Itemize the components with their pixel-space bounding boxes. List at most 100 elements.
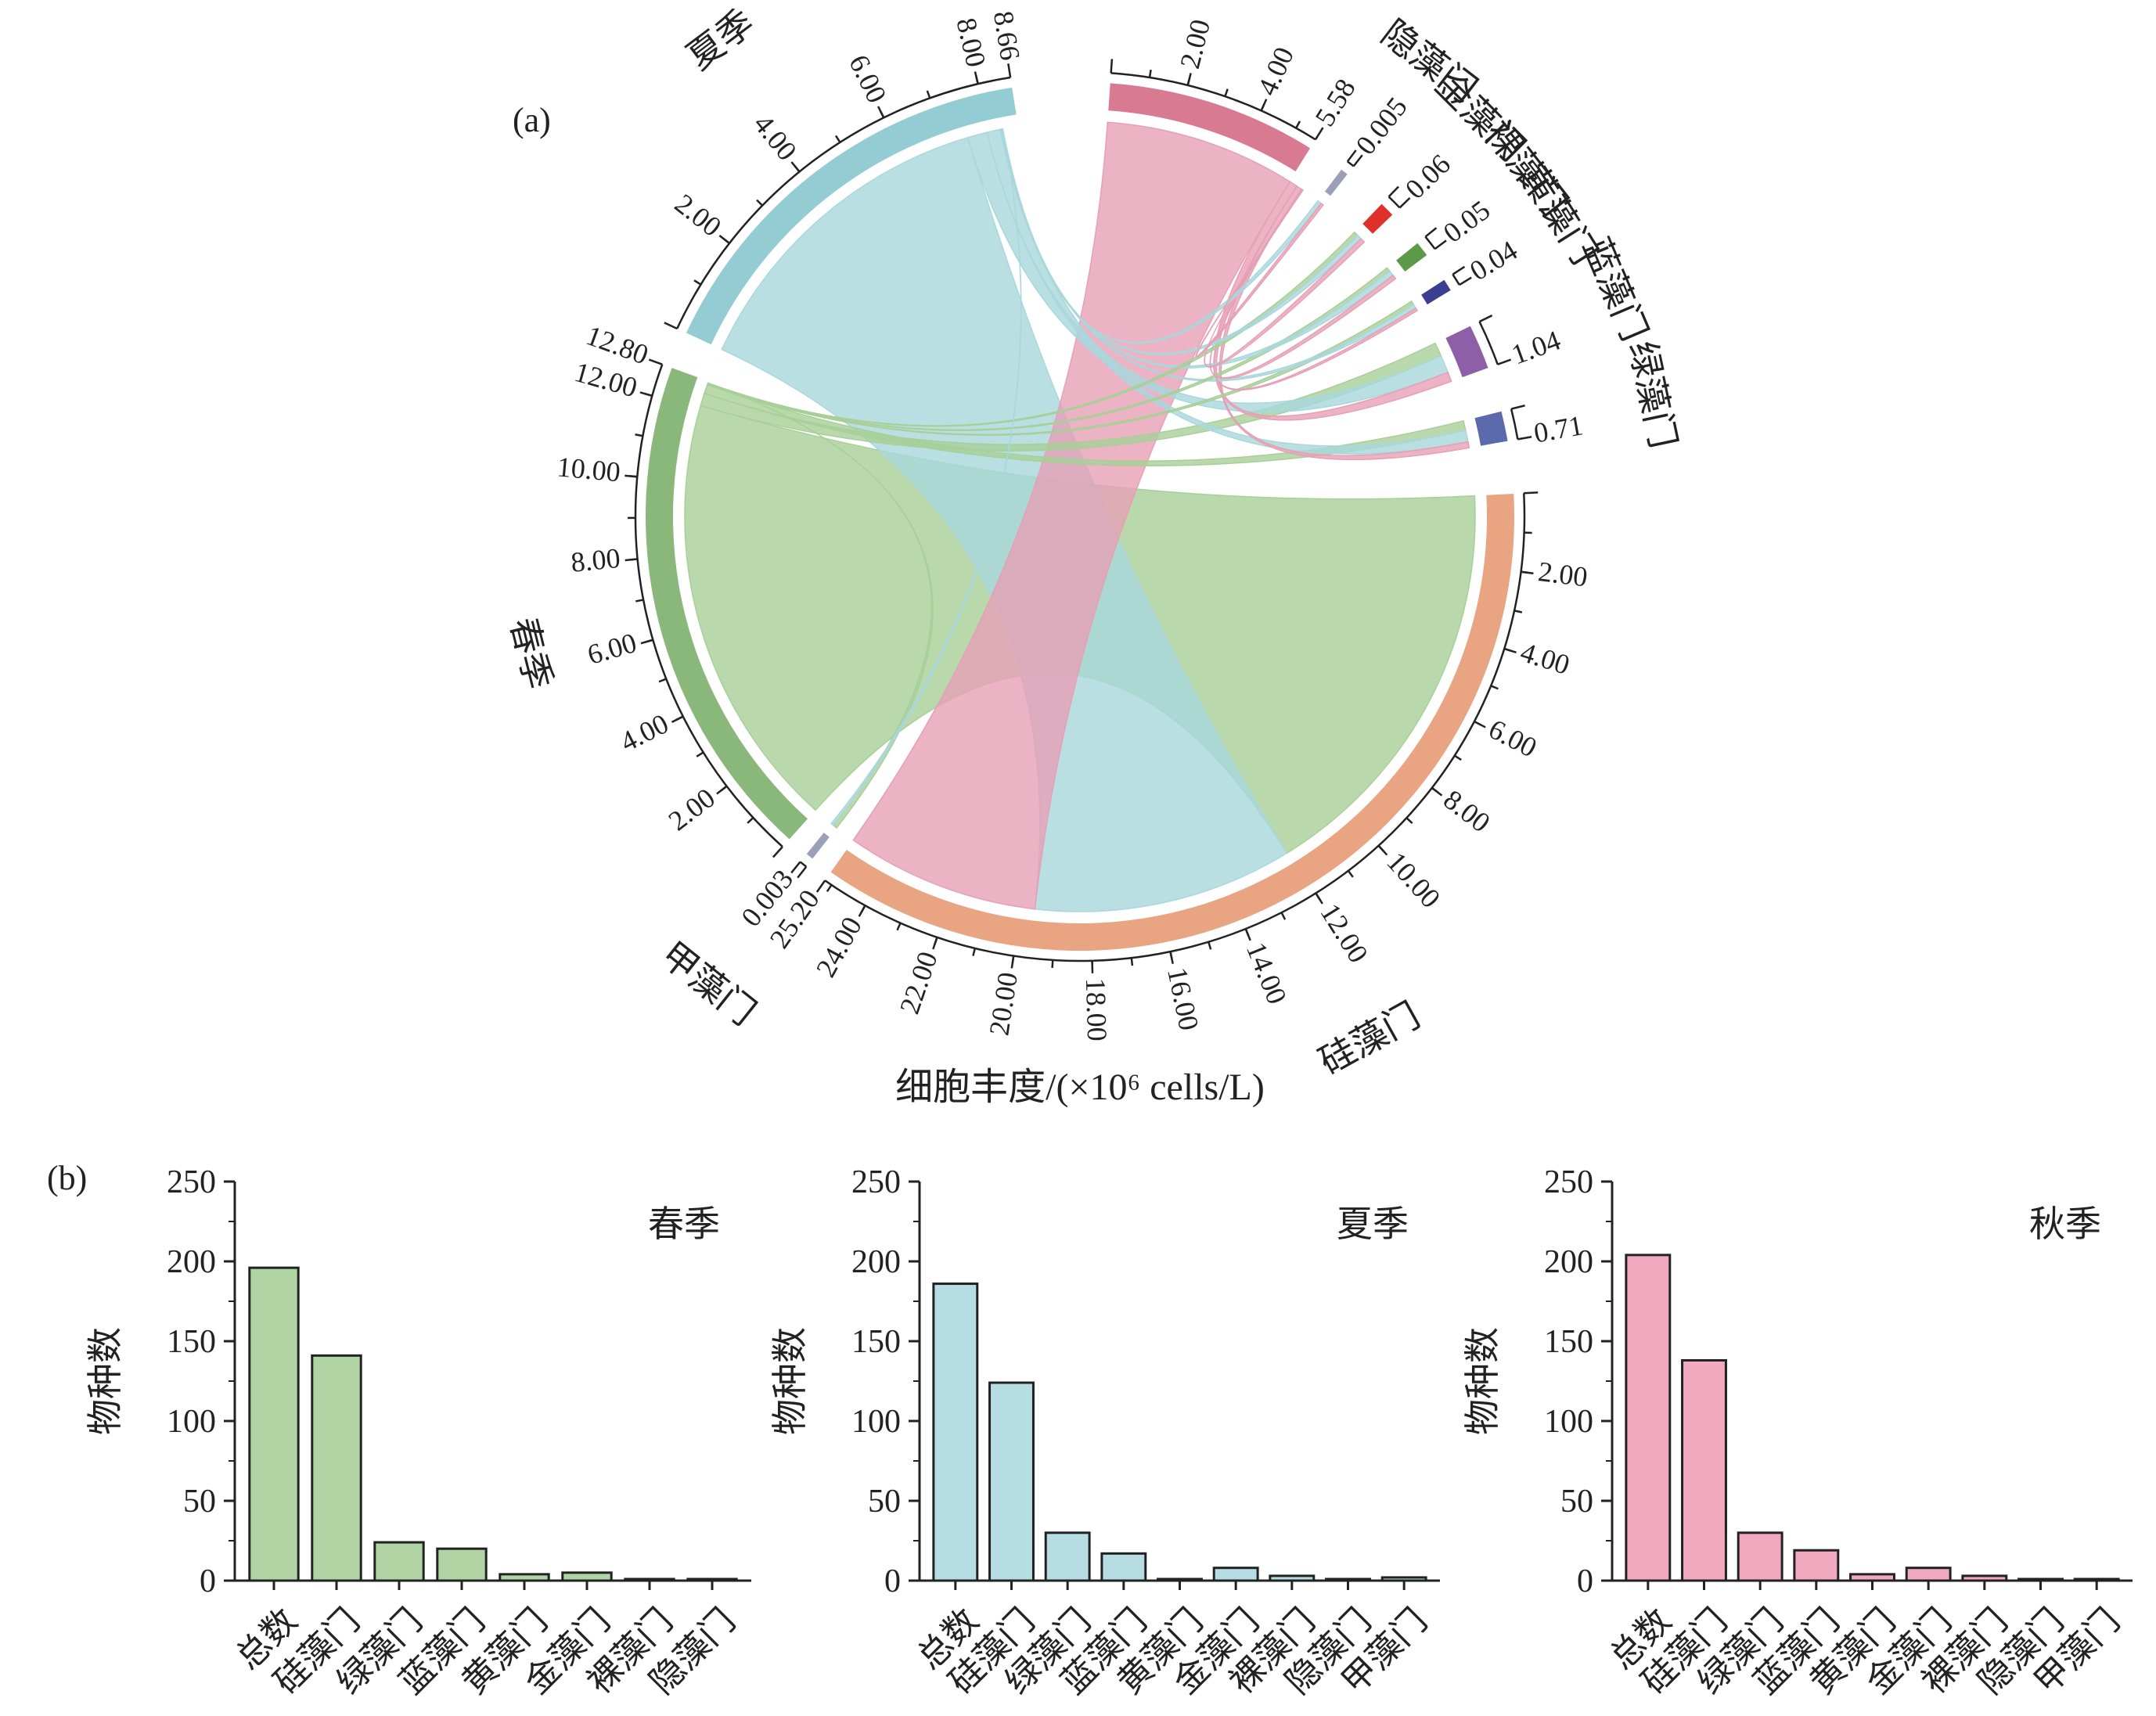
scale-tick [624,558,638,562]
bar [988,1381,1035,1582]
bar [1325,1577,1371,1582]
scale-tick [1007,63,1012,78]
bar [561,1571,613,1582]
scale-tick [1406,817,1413,825]
scale-tick [1510,405,1525,410]
panel-title: 秋季 [2029,1204,2101,1244]
scale-tick [1503,647,1517,654]
scale-tick [1280,912,1287,920]
tick-label: 8.00 [1438,783,1496,838]
y-tick-label: 0 [200,1563,216,1599]
chord-link [707,382,934,829]
scale-tick [1110,59,1114,74]
bar [1681,1358,1727,1582]
scale-tick [1434,239,1447,250]
bar [1961,1574,2008,1582]
scale-tick [1244,928,1251,941]
ring-segment [1474,411,1508,446]
scale-tick [1347,870,1354,878]
scale-tick [1224,88,1229,97]
tick-label: 6.00 [584,627,640,671]
tick-label: 6.00 [843,50,893,108]
scale-tick [639,391,653,398]
scale-tick [671,715,684,723]
y-axis-label: 物种数 [770,1327,810,1435]
scale-tick [716,785,728,795]
bar [1269,1574,1316,1582]
scale-tick [693,279,702,286]
bar [1100,1552,1147,1582]
ring-segment [1108,83,1311,172]
group-name: 绿藻门 [1621,338,1683,452]
chord-link [704,383,1467,466]
scale-tick [635,599,644,603]
end-value-label: 0.06 [1399,148,1456,205]
scale-tick [664,322,678,330]
scale-tick [772,846,783,858]
chord-link [1209,189,1397,380]
scale-tick [696,751,704,757]
scale-tick [1169,951,1174,965]
bar [311,1354,362,1582]
bar [932,1283,979,1582]
scale-tick [1208,941,1212,950]
scale-tick [1474,720,1486,728]
end-value-label: 0.71 [1532,409,1586,448]
bar [373,1541,425,1582]
scale-tick [648,358,663,365]
scale-tick [896,923,902,931]
y-tick-label: 0 [1577,1563,1593,1599]
scale-tick [974,71,979,85]
scale-arc [1510,408,1519,440]
bar [1212,1567,1259,1582]
tick-label: 4.00 [1251,42,1300,100]
chord-axis-label: 细胞丰度/(×10⁶ cells/L) [895,1067,1265,1108]
scale-tick [815,880,826,893]
scale-tick [1315,892,1323,905]
chord-link [706,300,1415,436]
tick-label: 12.00 [1314,898,1374,968]
bar-charts: 050100150200250物种数春季总数硅藻门绿藻门蓝藻门黄藻门金藻门裸藻门… [85,1164,2133,1701]
group-name: 春季 [503,613,560,693]
tick-label: 8.00 [570,542,622,578]
scale-tick [1431,786,1443,797]
scale-tick [877,106,885,118]
tick-label: 8.00 [950,15,992,70]
panel-title: 春季 [648,1204,720,1244]
bar [1625,1254,1672,1582]
tick-label: 2.00 [669,188,727,243]
tick-label: 4.00 [747,109,803,167]
chord-link [830,128,1022,826]
panel-label-b: (b) [47,1159,87,1197]
scale-tick [640,639,653,645]
scale-tick [1398,197,1411,209]
ring-segment [645,368,808,840]
y-tick-label: 200 [851,1244,901,1280]
panel-title: 夏季 [1337,1204,1409,1244]
scale-arc [634,364,783,848]
chord-link [1204,189,1366,369]
scale-tick [790,161,801,173]
tick-label: 4.00 [615,707,673,757]
ring-segment [1362,203,1393,234]
scale-tick [658,678,667,683]
ring-segment [1421,279,1451,305]
y-tick-label: 150 [851,1324,901,1360]
chord-link [707,231,1359,427]
bar [2073,1577,2120,1582]
bar [2017,1577,2064,1582]
scale-tick [1314,127,1324,140]
end-value-label: 8.66 [988,9,1026,62]
scale-arc [1110,72,1316,141]
ring-segment [1445,326,1488,378]
scale-tick [756,199,764,207]
ring-segment [1324,169,1348,196]
y-tick-label: 50 [868,1484,901,1520]
y-tick-label: 100 [851,1404,901,1440]
scale-tick [1010,955,1015,969]
scale-tick [1524,491,1539,495]
bar [1737,1531,1783,1582]
bar [1157,1577,1203,1582]
scale-tick [926,90,931,99]
